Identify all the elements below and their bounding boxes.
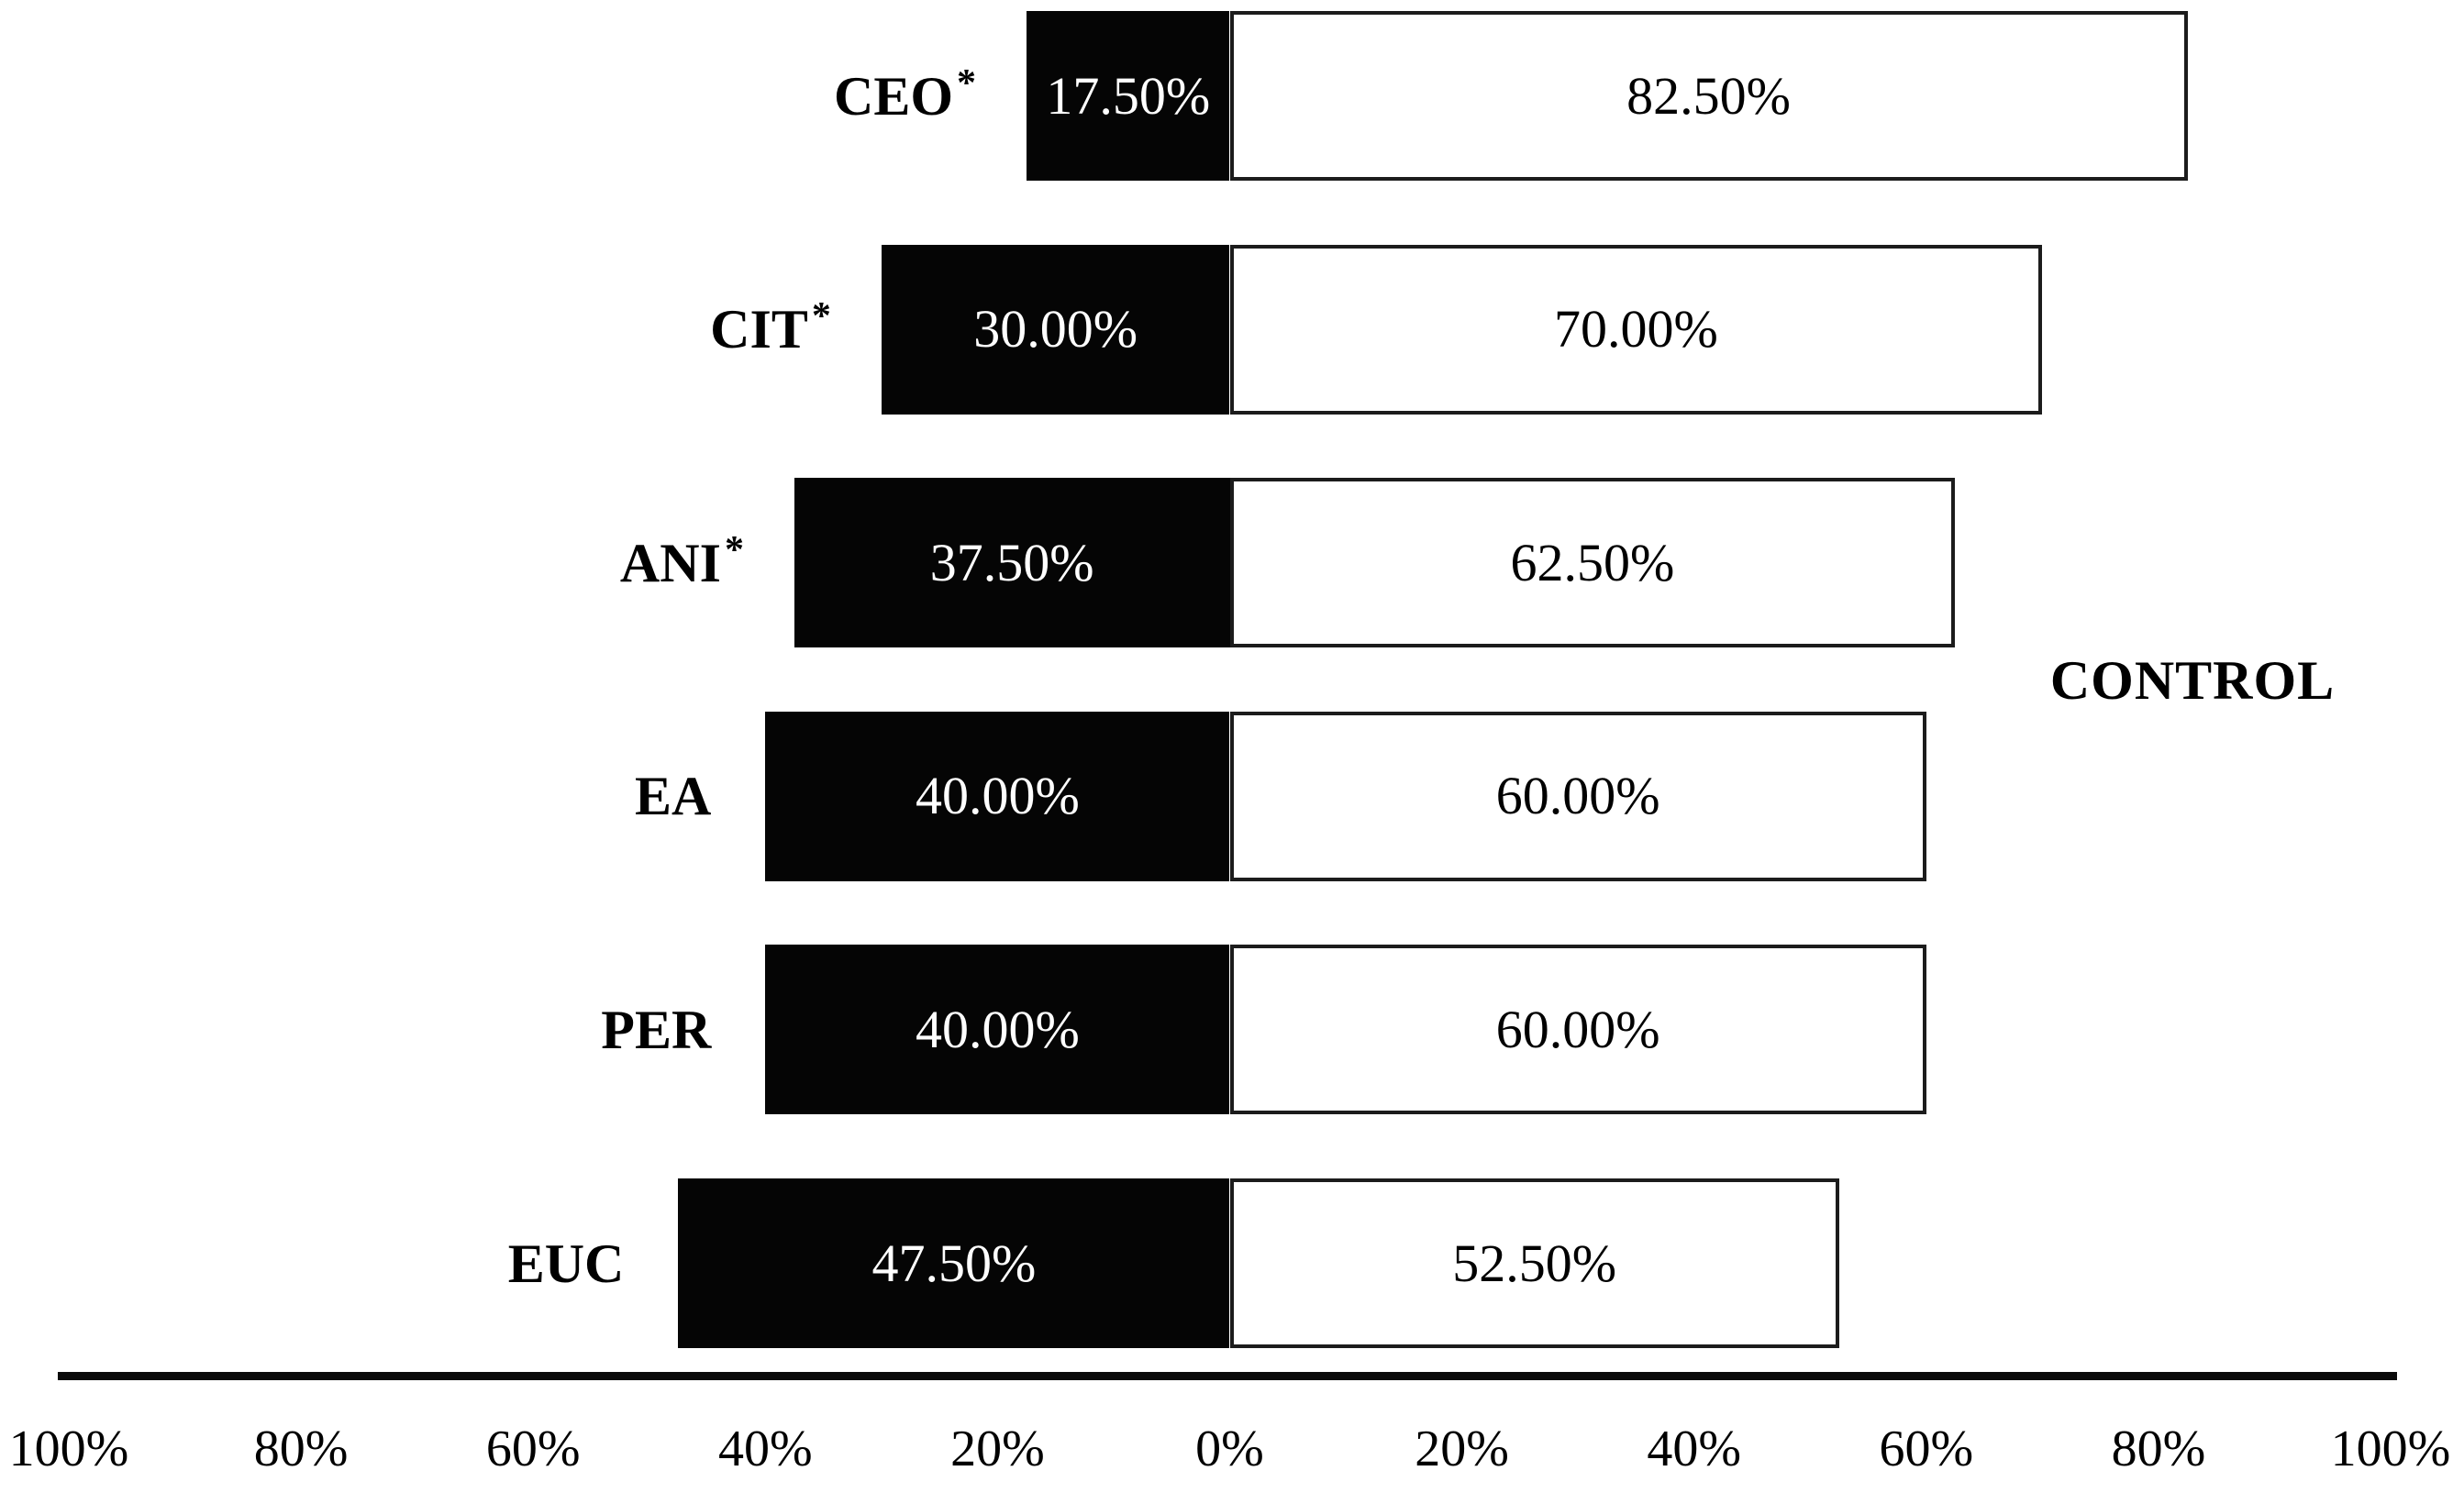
right-white-bar: 60.00% bbox=[1229, 945, 1926, 1115]
category-label: PER bbox=[0, 1002, 715, 1057]
chart-row: ANI* 37.50% 62.50% bbox=[0, 478, 2464, 648]
right-bar-value: 60.00% bbox=[1495, 999, 1660, 1059]
right-bar-value: 60.00% bbox=[1495, 766, 1660, 826]
category-text: CIT bbox=[710, 299, 808, 360]
x-axis-tick-label: 100% bbox=[8, 1421, 129, 1477]
category-text: CEO bbox=[834, 65, 954, 127]
left-bar-value: 40.00% bbox=[915, 999, 1080, 1059]
x-axis-tick-label: 80% bbox=[2111, 1421, 2206, 1477]
left-bar-value: 30.00% bbox=[973, 299, 1138, 359]
x-axis-tick-label: 40% bbox=[717, 1421, 813, 1477]
right-white-bar: 62.50% bbox=[1229, 478, 1956, 648]
chart-row: EA 40.00% 60.00% bbox=[0, 711, 2464, 881]
category-label: CEO* bbox=[0, 64, 976, 127]
chart-row: PER 40.00% 60.00% bbox=[0, 945, 2464, 1115]
left-black-bar: 37.50% bbox=[794, 478, 1230, 648]
right-white-bar: 70.00% bbox=[1229, 244, 2043, 415]
right-bar-value: 82.50% bbox=[1626, 65, 1791, 126]
chart-row: EUC 47.50% 52.50% bbox=[0, 1178, 2464, 1348]
category-label: ANI* bbox=[0, 531, 744, 593]
category-label: EUC bbox=[0, 1236, 627, 1291]
category-text: ANI bbox=[619, 532, 721, 593]
left-bar-value: 17.50% bbox=[1046, 65, 1211, 126]
significance-asterisk bbox=[711, 996, 715, 1038]
x-axis-tick-label: 60% bbox=[1879, 1421, 1974, 1477]
category-label: CIT* bbox=[0, 297, 831, 360]
right-bar-value: 70.00% bbox=[1554, 299, 1718, 359]
x-axis-tick-label: 100% bbox=[2330, 1421, 2451, 1477]
chart-row: CIT* 30.00% 70.00% bbox=[0, 244, 2464, 415]
significance-asterisk bbox=[711, 762, 715, 804]
left-black-bar: 30.00% bbox=[881, 244, 1230, 415]
x-axis-line bbox=[58, 1372, 2397, 1380]
significance-asterisk: * bbox=[811, 295, 831, 338]
significance-asterisk bbox=[624, 1230, 627, 1272]
left-bar-value: 37.50% bbox=[929, 532, 1094, 592]
right-bar-value: 62.50% bbox=[1510, 532, 1675, 592]
left-black-bar: 17.50% bbox=[1027, 11, 1230, 181]
x-axis-tick-label: 0% bbox=[1195, 1421, 1264, 1477]
right-white-bar: 52.50% bbox=[1229, 1178, 1839, 1348]
left-black-bar: 40.00% bbox=[765, 711, 1230, 881]
x-axis-tick-label: 80% bbox=[253, 1421, 349, 1477]
category-label: EA bbox=[0, 769, 715, 824]
category-text: EUC bbox=[507, 1233, 625, 1294]
left-bar-value: 47.50% bbox=[871, 1233, 1037, 1293]
left-bar-value: 40.00% bbox=[915, 766, 1080, 826]
x-axis-tick-label: 20% bbox=[1415, 1421, 1509, 1477]
category-text: PER bbox=[601, 999, 712, 1060]
significance-asterisk: * bbox=[957, 61, 977, 105]
right-white-bar: 60.00% bbox=[1229, 711, 1926, 881]
x-axis-tick-label: 40% bbox=[1647, 1421, 1742, 1477]
left-black-bar: 40.00% bbox=[765, 945, 1230, 1115]
group-label: CONTROL bbox=[2049, 650, 2336, 711]
right-bar-value: 52.50% bbox=[1452, 1233, 1617, 1293]
right-white-bar: 82.50% bbox=[1229, 11, 2188, 181]
left-black-bar: 47.50% bbox=[678, 1178, 1230, 1348]
significance-asterisk: * bbox=[724, 528, 744, 571]
x-axis-tick-label: 60% bbox=[485, 1421, 581, 1477]
category-text: EA bbox=[634, 766, 712, 827]
x-axis-tick-label: 20% bbox=[950, 1421, 1045, 1477]
chart-row: CEO* 17.50% 82.50% bbox=[0, 11, 2464, 181]
